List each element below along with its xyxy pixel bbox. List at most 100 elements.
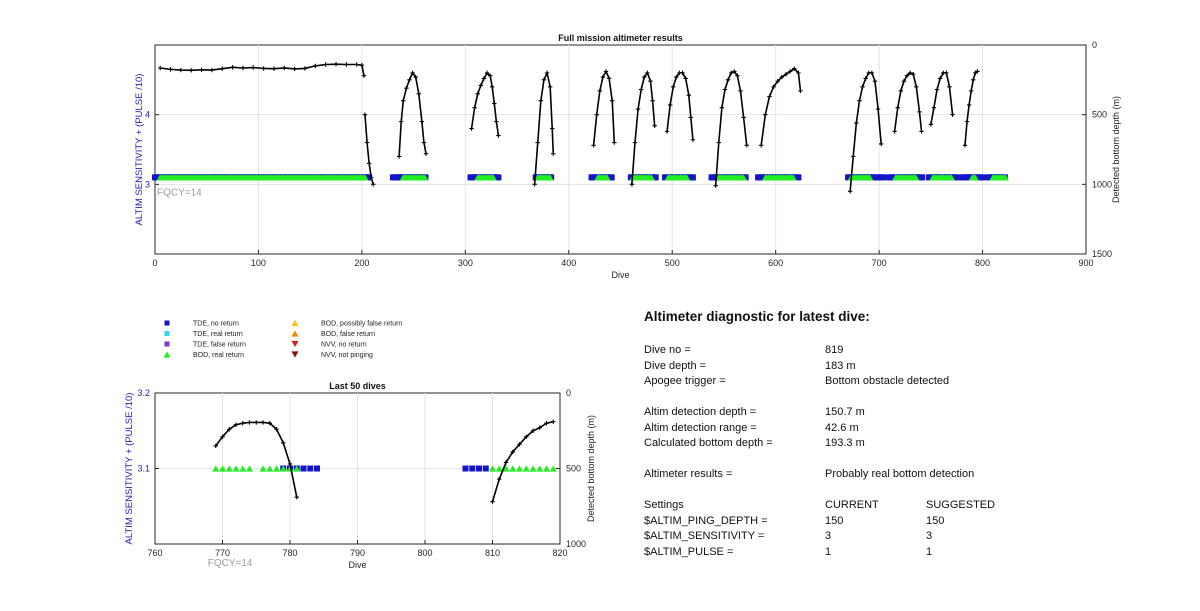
bottom-bottom-depth-point xyxy=(254,420,259,425)
top-bottom-depth-line xyxy=(160,63,365,76)
top-bottom-depth-point xyxy=(323,62,328,67)
bottom-bod-real-return-marker xyxy=(509,465,517,472)
calc-bottom-value: 193.3 m xyxy=(825,437,865,449)
apogee-label: Apogee trigger = xyxy=(644,375,726,387)
bottom-bod-real-return-marker xyxy=(266,465,274,472)
setting-current: 3 xyxy=(825,530,832,542)
legend-label: NVV, no return xyxy=(321,342,367,349)
bottom-bod-real-return-marker xyxy=(293,465,301,472)
top-bottom-depth-point xyxy=(401,98,406,103)
top-bod-real-return-marker xyxy=(648,174,656,181)
top-bottom-depth-point xyxy=(914,84,919,89)
top-bottom-depth-point xyxy=(744,143,749,148)
bottom-bod-real-return-marker xyxy=(225,465,233,472)
top-bod-real-return-marker xyxy=(489,174,497,181)
bottom-bottom-depth-point xyxy=(247,420,252,425)
altim-detection-range-label: Altim detection range = xyxy=(644,421,757,434)
top-bottom-depth-point xyxy=(638,87,644,92)
legend-marker-square xyxy=(164,331,170,336)
top-bottom-depth-point xyxy=(635,106,641,112)
top-bottom-depth-point xyxy=(652,123,657,129)
top-bottom-depth-point xyxy=(594,112,599,117)
bottom-bod-real-return-marker xyxy=(212,465,220,472)
top-bottom-depth-point xyxy=(416,91,421,96)
bottom-bod-real-return-marker xyxy=(232,465,240,472)
dive-no-label: Dive no = xyxy=(644,344,691,356)
top-bottom-depth-point xyxy=(292,66,297,72)
top-tde-no-return-marker xyxy=(919,174,926,181)
bottom-bod-real-return-marker xyxy=(259,465,267,472)
bottom-bottom-depth-point xyxy=(260,420,266,425)
top-bottom-depth-point xyxy=(313,63,318,69)
bottom-tde-no-return-marker xyxy=(476,465,482,472)
top-plot-area xyxy=(154,44,1087,255)
setting-suggested: 1 xyxy=(926,545,933,558)
bottom-bod-real-return-marker xyxy=(239,465,247,472)
setting-name: $ALTIM_PULSE = xyxy=(644,545,734,558)
bottom-bottom-depth-point xyxy=(537,425,542,430)
top-bottom-depth-line xyxy=(930,72,954,125)
top-bottom-depth-point xyxy=(650,98,655,103)
top-bottom-depth-point xyxy=(722,87,728,92)
top-bottom-depth-point xyxy=(713,183,718,188)
top-bottom-depth-point xyxy=(904,73,910,78)
top-bottom-depth-point xyxy=(928,122,934,127)
top-bottom-depth-point xyxy=(407,77,412,83)
top-bottom-depth-point xyxy=(475,91,480,96)
top-bottom-depth-line xyxy=(533,70,555,185)
top-fqcy-label: FQCY=14 xyxy=(157,187,202,198)
top-x-tick-label: 600 xyxy=(768,258,783,268)
setting-row-pulse: $ALTIM_PULSE = 1 1 xyxy=(643,546,1163,562)
top-bottom-depth-point xyxy=(716,140,721,145)
legend-marker-triangle-up xyxy=(291,319,299,327)
setting-name: $ALTIM_SENSITIVITY = xyxy=(644,530,765,542)
bottom-x-tick-label: 790 xyxy=(350,548,365,558)
top-bottom-depth-point xyxy=(541,77,547,83)
bottom-bod-real-return-marker xyxy=(246,465,253,472)
top-bottom-depth-point xyxy=(732,69,737,74)
top-bottom-depth-point xyxy=(901,79,907,84)
top-bottom-depth-point xyxy=(547,84,553,89)
bottom-fqcy-label: FQCY=14 xyxy=(208,558,253,569)
top-bottom-depth-point xyxy=(931,105,937,110)
top-bottom-depth-point xyxy=(728,70,734,76)
altim-detection-range-value: 42.6 m xyxy=(825,421,859,434)
top-bottom-depth-point xyxy=(423,151,429,156)
top-bottom-depth-point xyxy=(344,62,349,67)
top-bottom-depth-point xyxy=(798,88,803,94)
top-bottom-depth-point xyxy=(362,112,368,117)
top-bottom-depth-point xyxy=(532,182,537,187)
top-tde-no-return-marker xyxy=(979,174,986,181)
top-bottom-depth-point xyxy=(597,88,603,94)
top-bottom-depth-point xyxy=(860,84,865,89)
bottom-bod-real-return-marker xyxy=(522,465,530,472)
top-bottom-depth-point xyxy=(847,189,853,194)
top-bottom-depth-point xyxy=(787,69,793,74)
top-bottom-depth-point xyxy=(947,84,952,89)
top-bottom-depth-point xyxy=(612,140,617,145)
top-bottom-depth-point xyxy=(591,143,596,148)
bottom-tde-no-return-marker xyxy=(469,465,476,472)
top-bod-real-return-marker xyxy=(740,174,748,181)
top-bottom-depth-point xyxy=(371,182,376,187)
bottom-bottom-depth-point xyxy=(227,427,232,432)
dive-depth-value: 183 m xyxy=(825,359,856,372)
top-bottom-depth-point xyxy=(419,119,425,124)
legend-label: BOD, real return xyxy=(193,352,244,359)
top-bottom-depth-point xyxy=(937,76,943,81)
top-bottom-depth-point xyxy=(168,67,173,72)
altim-detection-range-row: Altim detection range = 42.6 m xyxy=(643,422,1163,438)
bottom-y-tick-label-left: 3.1 xyxy=(137,464,150,474)
setting-current: 150 xyxy=(825,514,844,527)
top-x-tick-label: 300 xyxy=(458,258,473,268)
top-bottom-depth-point xyxy=(962,143,968,148)
top-bottom-depth-point xyxy=(686,92,691,98)
top-bottom-depth-point xyxy=(606,76,612,81)
top-bottom-depth-point xyxy=(648,79,653,84)
top-bottom-depth-point xyxy=(302,66,308,71)
top-bottom-depth-point xyxy=(725,77,731,83)
bottom-title: Last 50 dives xyxy=(329,381,386,391)
top-bottom-depth-point xyxy=(758,143,764,148)
top-bottom-depth-point xyxy=(538,98,544,103)
